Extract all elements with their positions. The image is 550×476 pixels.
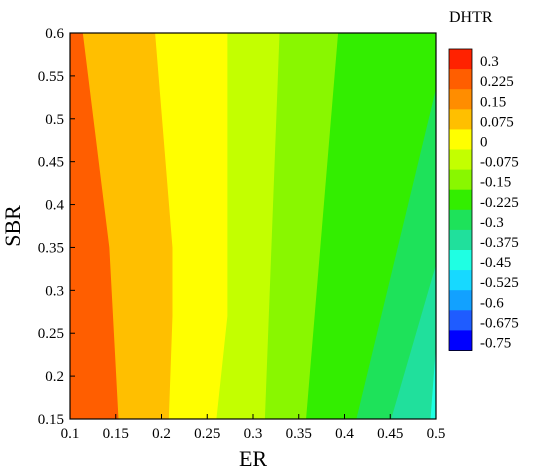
colorbar-swatch <box>449 330 472 351</box>
colorbar-label: -0.6 <box>480 295 504 311</box>
contour-band--0.45to-0.375 <box>432 388 436 419</box>
x-tick-label: 0.45 <box>377 426 403 442</box>
colorbar-label: 0.3 <box>480 54 499 70</box>
y-axis: 0.15 0.2 0.25 0.3 0.35 0.4 0.45 0.5 0.55 0.6 <box>38 26 75 428</box>
y-tick-label: 0.4 <box>45 198 64 214</box>
colorbar-label: -0.525 <box>480 275 519 291</box>
colorbar-swatch <box>449 209 472 231</box>
y-tick-label: 0.45 <box>38 155 64 171</box>
x-tick-label: 0.15 <box>103 426 129 442</box>
colorbar-swatch <box>449 189 472 211</box>
colorbar-label: -0.15 <box>480 175 511 191</box>
x-axis-title: ER <box>239 446 267 471</box>
colorbar-label: -0.075 <box>480 155 519 171</box>
colorbar-label: 0 <box>480 134 488 150</box>
x-tick-label: 0.5 <box>427 426 446 442</box>
colorbar-swatch <box>449 109 472 130</box>
colorbar-label: -0.75 <box>480 335 511 351</box>
colorbar-label: 0.15 <box>480 94 506 110</box>
colorbar-label: -0.45 <box>480 255 511 271</box>
colorbar-label: 0.075 <box>480 114 514 130</box>
y-tick-label: 0.6 <box>45 26 64 42</box>
colorbar: 0.3 0.225 0.15 0.075 0 -0.075 -0.15 -0.225 -0.3 -… <box>448 48 519 351</box>
colorbar-frame <box>448 48 473 351</box>
contour-regions <box>70 33 436 419</box>
x-tick-label: 0.4 <box>335 426 354 442</box>
x-tick-label: 0.3 <box>244 426 263 442</box>
y-tick-label: 0.35 <box>38 240 64 256</box>
colorbar-swatch <box>449 250 472 271</box>
colorbar-title: DHTR <box>449 9 493 26</box>
x-tick-label: 0.25 <box>194 426 220 442</box>
colorbar-swatch <box>449 49 472 70</box>
x-axis: 0.1 0.15 0.2 0.25 0.3 0.35 0.4 0.45 0.5 <box>61 414 446 442</box>
x-tick-label: 0.35 <box>286 426 312 442</box>
colorbar-swatch <box>449 290 472 311</box>
colorbar-swatch <box>449 69 472 90</box>
colorbar-label: 0.225 <box>480 74 514 90</box>
colorbar-swatch <box>449 310 472 331</box>
colorbar-swatch <box>449 149 472 171</box>
y-tick-label: 0.5 <box>45 112 64 128</box>
y-axis-title: SBR <box>0 205 25 247</box>
colorbar-label: -0.3 <box>480 215 504 231</box>
y-tick-label: 0.3 <box>45 283 64 299</box>
colorbar-label: -0.225 <box>480 195 519 211</box>
contour-band--0.375to-0.3 <box>391 264 436 419</box>
colorbar-swatch <box>449 169 472 191</box>
colorbar-swatch <box>449 129 472 150</box>
colorbar-swatch <box>449 270 472 291</box>
y-tick-label: 0.25 <box>38 326 64 342</box>
y-tick-label: 0.15 <box>38 412 64 428</box>
y-tick-label: 0.2 <box>45 369 64 385</box>
colorbar-swatch <box>449 89 472 110</box>
x-tick-label: 0.1 <box>61 426 80 442</box>
colorbar-label: -0.375 <box>480 235 519 251</box>
x-tick-label: 0.2 <box>152 426 171 442</box>
colorbar-swatch <box>449 229 472 251</box>
y-tick-label: 0.55 <box>38 69 64 85</box>
colorbar-label: -0.675 <box>480 315 519 331</box>
